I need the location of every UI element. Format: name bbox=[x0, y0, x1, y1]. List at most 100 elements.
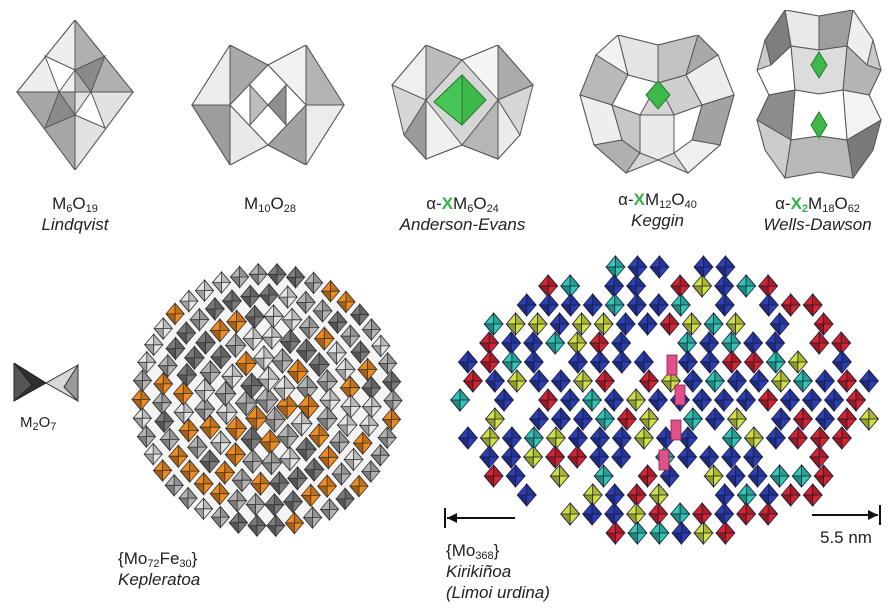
mo368-polyhedron-unit bbox=[621, 425, 633, 439]
fe-octahedron bbox=[297, 358, 310, 372]
fe-octahedron bbox=[286, 392, 299, 407]
mo368-polyhedron-unit bbox=[547, 387, 559, 401]
mo-octahedron bbox=[296, 465, 308, 479]
mo368-polyhedron-unit bbox=[725, 475, 737, 489]
formula-anderson-evans: α-XM6O24 bbox=[426, 194, 499, 215]
mo-octahedron bbox=[334, 369, 346, 383]
mo368-polyhedron-unit bbox=[599, 349, 611, 363]
mo-octahedron bbox=[344, 357, 356, 370]
mo368-polyhedron-unit bbox=[613, 273, 625, 287]
mo368-polyhedron-unit bbox=[569, 501, 581, 515]
mo368-polyhedron-unit bbox=[621, 349, 633, 363]
mo-octahedron bbox=[204, 308, 216, 321]
mo368-polyhedron-unit bbox=[625, 513, 637, 527]
caption-keggin: α-XM12O40 Keggin bbox=[585, 189, 730, 231]
mo-octahedron bbox=[205, 330, 217, 344]
mo368-polyhedron-unit bbox=[510, 330, 522, 344]
mo368-polyhedron-unit bbox=[731, 349, 743, 363]
mo368-polyhedron-unit bbox=[614, 520, 626, 534]
keggin-polyhedron bbox=[578, 35, 736, 175]
mo368-polyhedron-unit bbox=[522, 342, 534, 356]
mo-octahedron bbox=[336, 424, 348, 438]
fe-octahedron bbox=[249, 483, 261, 497]
mo-octahedron bbox=[267, 273, 278, 287]
fe-octahedron bbox=[260, 471, 271, 485]
mo368-polyhedron-unit bbox=[603, 513, 615, 527]
mo368-polyhedron-unit bbox=[676, 342, 688, 356]
mo368-polyhedron-unit bbox=[775, 425, 787, 439]
mo-octahedron bbox=[221, 300, 233, 314]
mo368-polyhedron-unit bbox=[680, 520, 692, 534]
mo-octahedron bbox=[381, 381, 393, 394]
mo368-polyhedron-unit bbox=[605, 266, 616, 280]
mo368-polyhedron-unit bbox=[627, 266, 638, 280]
mo368-polyhedron-unit bbox=[701, 387, 713, 401]
mo-octahedron bbox=[272, 387, 285, 402]
mo-octahedron bbox=[136, 361, 148, 374]
mo368-polyhedron-unit bbox=[808, 342, 820, 356]
mo368-polyhedron-unit bbox=[633, 361, 645, 375]
mo368-polyhedron-unit bbox=[846, 406, 858, 420]
formula-wells-dawson: α-X2M18O62 bbox=[775, 194, 860, 215]
mo368-polyhedron-unit bbox=[577, 349, 589, 363]
mo368-polyhedron-unit bbox=[532, 444, 544, 458]
mo-octahedron bbox=[241, 460, 254, 475]
mo-octahedron bbox=[162, 316, 174, 329]
mo-octahedron bbox=[203, 497, 214, 510]
mo-octahedron bbox=[195, 342, 206, 356]
mo368-polyhedron-unit bbox=[681, 323, 693, 337]
mo-octahedron bbox=[271, 324, 283, 338]
mo368-polyhedron-unit bbox=[613, 387, 625, 401]
mo-octahedron bbox=[236, 488, 248, 502]
mo368-polyhedron-unit bbox=[735, 285, 747, 299]
mo368-polyhedron-unit bbox=[637, 323, 649, 337]
formula-mo368: {Mo368} bbox=[446, 541, 500, 562]
mo368-polyhedron-unit bbox=[669, 311, 680, 325]
fe-octahedron bbox=[327, 444, 339, 458]
fe-octahedron bbox=[284, 522, 295, 535]
mo368-polyhedron-unit bbox=[767, 273, 779, 287]
mo-octahedron bbox=[173, 473, 185, 486]
mo-octahedron bbox=[193, 408, 206, 423]
fe-octahedron bbox=[219, 317, 231, 331]
mo368-polyhedron-unit bbox=[765, 437, 777, 451]
fe-octahedron bbox=[174, 302, 185, 315]
mo-octahedron bbox=[265, 525, 277, 538]
mo368-polyhedron-unit bbox=[598, 330, 610, 344]
mo-octahedron bbox=[240, 296, 251, 309]
mo-octahedron bbox=[287, 285, 298, 298]
mo-octahedron bbox=[308, 364, 320, 378]
mo-octahedron bbox=[254, 304, 266, 318]
fe-octahedron bbox=[316, 485, 328, 499]
mo-octahedron bbox=[143, 453, 154, 466]
mo-octahedron bbox=[316, 418, 328, 432]
mo368-polyhedron-unit bbox=[808, 456, 820, 470]
mo368-polyhedron-unit bbox=[699, 361, 711, 375]
name-lindqvist: Lindqvist bbox=[41, 215, 109, 234]
scale-arrow-left bbox=[443, 508, 518, 528]
fe-octahedron bbox=[235, 415, 248, 429]
mo-octahedron bbox=[211, 282, 222, 295]
mo-octahedron bbox=[226, 399, 239, 413]
mo368-polyhedron-unit bbox=[523, 437, 535, 451]
mo368-polyhedron-unit bbox=[846, 368, 858, 382]
mo368-polyhedron-unit bbox=[758, 494, 770, 508]
mo368-polyhedron-unit bbox=[594, 418, 606, 432]
mo368-polyhedron-unit bbox=[503, 387, 515, 401]
mo368-polyhedron-unit bbox=[484, 418, 496, 432]
mo-octahedron bbox=[194, 290, 205, 303]
mo368-polyhedron-unit bbox=[724, 482, 735, 496]
mo368-polyhedron-unit bbox=[635, 387, 647, 401]
mo368-polyhedron-unit bbox=[593, 475, 605, 489]
fe-octahedron bbox=[224, 460, 236, 474]
mo368-polyhedron-unit bbox=[572, 418, 584, 432]
mo-octahedron bbox=[228, 522, 239, 535]
fe-octahedron bbox=[357, 369, 368, 382]
mo-octahedron bbox=[235, 332, 247, 346]
mo368-polyhedron-unit bbox=[687, 349, 699, 363]
mo368-polyhedron-unit bbox=[493, 463, 504, 477]
mo-octahedron bbox=[249, 284, 261, 297]
name-wells-dawson: Wells-Dawson bbox=[763, 215, 872, 234]
mo-octahedron bbox=[273, 303, 285, 317]
mo368-polyhedron-unit bbox=[713, 513, 725, 527]
